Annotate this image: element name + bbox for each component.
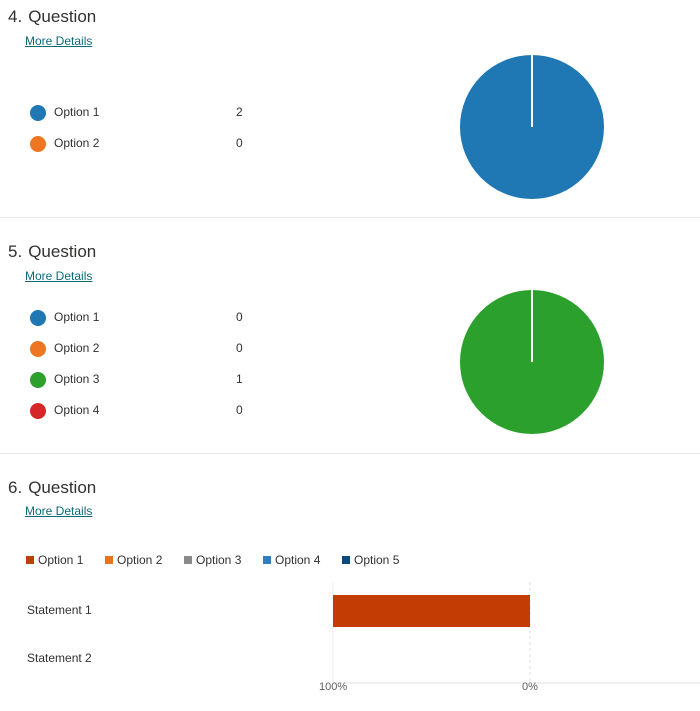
option-1-dot xyxy=(30,310,46,326)
option-2-dot xyxy=(30,341,46,357)
legend-item-option-1: Option 1 2 xyxy=(30,104,260,122)
option-5-swatch xyxy=(342,556,350,564)
divider xyxy=(0,217,700,218)
question-text: Question xyxy=(28,7,97,26)
question-4-title: 4. Question xyxy=(8,7,96,27)
more-details-link[interactable]: More Details xyxy=(25,504,93,518)
legend-label: Option 4 xyxy=(275,553,321,567)
option-4-swatch xyxy=(263,556,271,564)
likert-bar-chart xyxy=(332,582,700,684)
question-6-section: 6. Question More Details Option 1 Option … xyxy=(0,454,700,711)
question-5-title: 5. Question xyxy=(8,242,96,262)
question-5-section: 5. Question More Details Option 1 0 Optio… xyxy=(0,218,700,453)
legend-item-option-3: Option 3 1 xyxy=(30,371,260,389)
question-text: Question xyxy=(28,242,97,261)
legend-item-option-4: Option 4 0 xyxy=(30,402,260,420)
bar-statement-1-option-1[interactable] xyxy=(333,595,530,627)
legend-label: Option 2 xyxy=(54,341,100,355)
legend-label: Option 5 xyxy=(354,553,400,567)
legend-label: Option 2 xyxy=(54,136,100,150)
legend-item-option-2: Option 2 0 xyxy=(30,135,260,153)
legend-label: Option 1 xyxy=(38,553,84,567)
option-3-dot xyxy=(30,372,46,388)
legend-count: 2 xyxy=(236,105,243,119)
legend-count: 0 xyxy=(236,136,243,150)
more-details-link[interactable]: More Details xyxy=(25,269,93,283)
legend-label: Option 2 xyxy=(117,553,163,567)
option-3-swatch xyxy=(184,556,192,564)
option-4-dot xyxy=(30,403,46,419)
statement-1-label: Statement 1 xyxy=(27,603,92,617)
question-number: 4. xyxy=(8,7,23,26)
axis-label-100: 100% xyxy=(319,681,348,693)
legend-label: Option 1 xyxy=(54,310,100,324)
legend-count: 0 xyxy=(236,403,243,417)
legend-label: Option 3 xyxy=(54,372,100,386)
bar-chart-legend: Option 1 Option 2 Option 3 Option 4 Opti… xyxy=(26,553,446,567)
legend-count: 0 xyxy=(236,341,243,355)
question-text: Question xyxy=(28,478,97,497)
question-5-pie-chart xyxy=(460,290,604,434)
statement-2-label: Statement 2 xyxy=(27,651,92,665)
question-4-pie-chart xyxy=(460,55,604,199)
legend-item-option-1: Option 1 0 xyxy=(30,309,260,327)
legend-count: 1 xyxy=(236,372,243,386)
question-number: 5. xyxy=(8,242,23,261)
more-details-link[interactable]: More Details xyxy=(25,34,93,48)
question-6-title: 6. Question xyxy=(8,478,96,498)
legend-label: Option 4 xyxy=(54,403,100,417)
legend-item-option-2: Option 2 0 xyxy=(30,340,260,358)
option-2-dot xyxy=(30,136,46,152)
divider xyxy=(0,453,700,454)
option-2-swatch xyxy=(105,556,113,564)
question-number: 6. xyxy=(8,478,23,497)
axis-label-0: 0% xyxy=(522,681,538,693)
question-4-section: 4. Question More Details Option 1 2 Optio… xyxy=(0,0,700,217)
option-1-swatch xyxy=(26,556,34,564)
legend-label: Option 1 xyxy=(54,105,100,119)
legend-label: Option 3 xyxy=(196,553,242,567)
legend-count: 0 xyxy=(236,310,243,324)
option-1-dot xyxy=(30,105,46,121)
